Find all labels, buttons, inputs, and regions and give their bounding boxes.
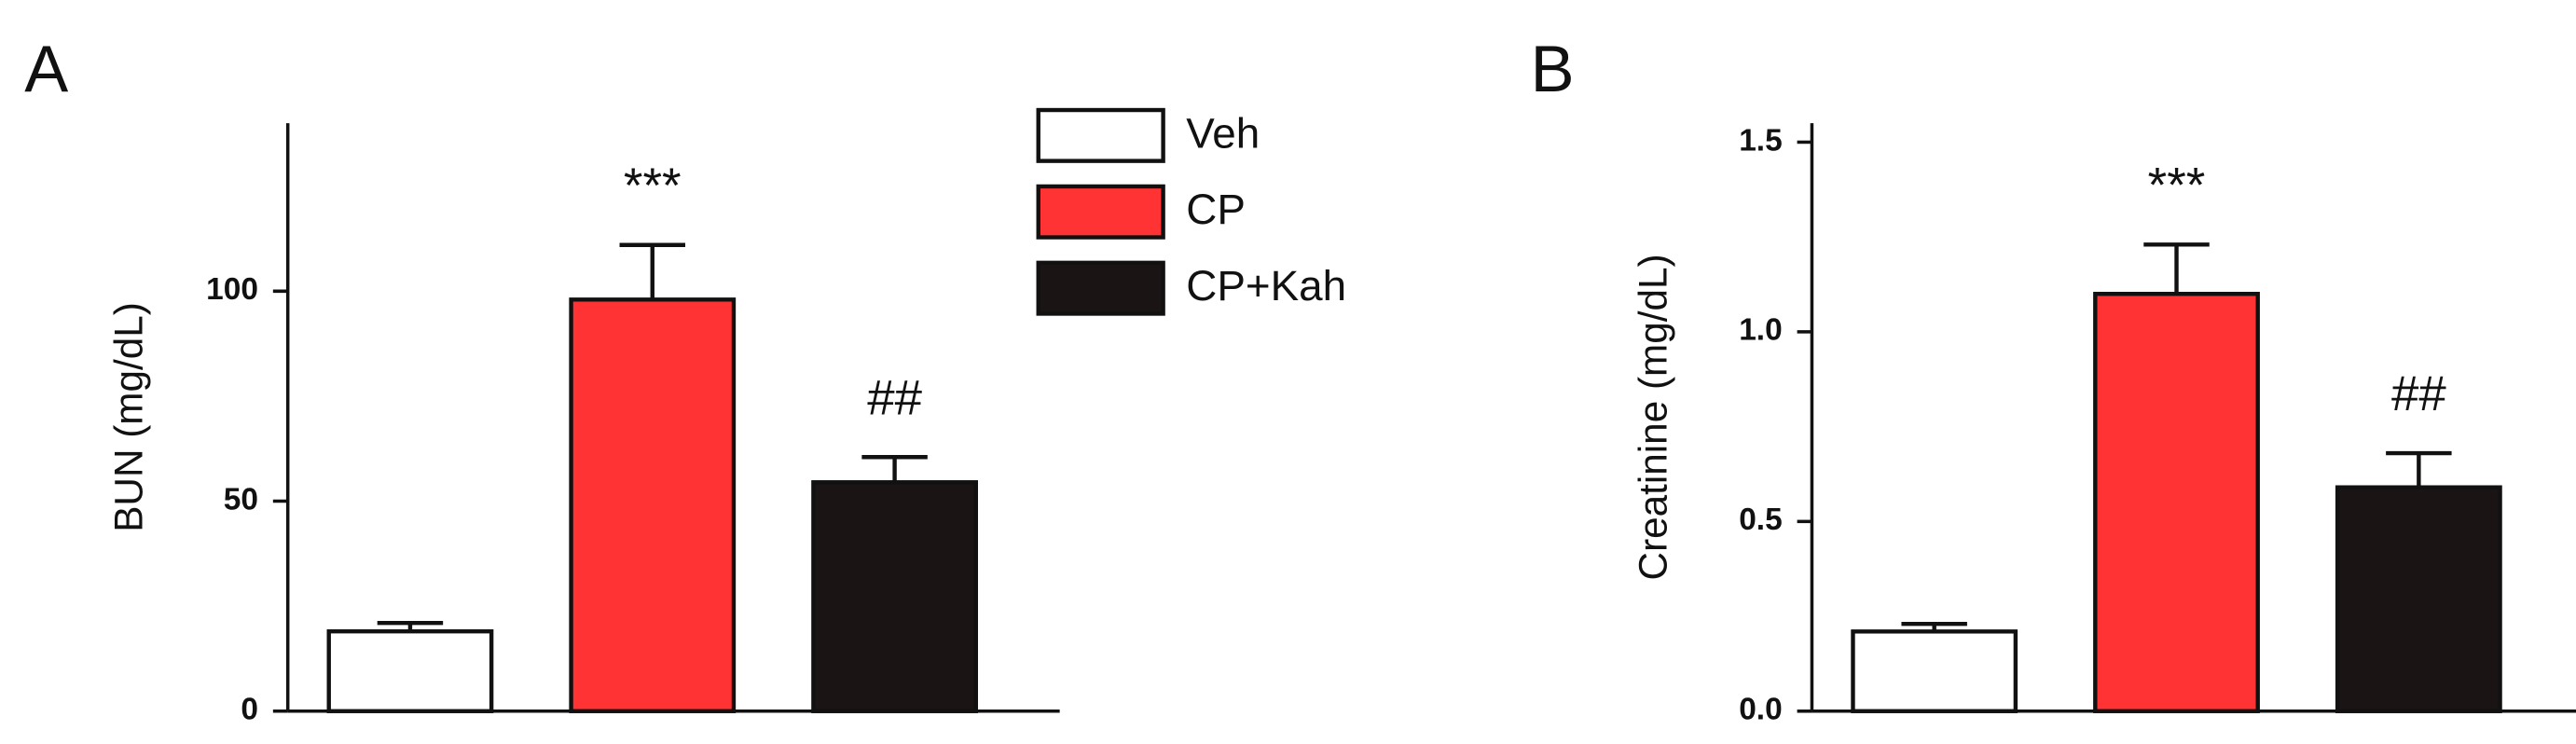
annotation: ## xyxy=(2391,366,2446,421)
y-axis-label: BUN (mg/dL) xyxy=(107,302,151,532)
panel-label: A xyxy=(24,32,68,105)
legend-swatch xyxy=(1036,260,1165,316)
bar xyxy=(326,628,494,713)
y-tick-label: 1.0 xyxy=(1739,313,1783,348)
bar xyxy=(569,297,737,713)
annotation: *** xyxy=(2148,158,2206,213)
y-tick-label: 100 xyxy=(206,272,258,307)
legend-label: Veh xyxy=(1186,109,1260,157)
bar xyxy=(811,480,978,713)
y-tick-label: 50 xyxy=(224,482,258,517)
panel-label: B xyxy=(1531,32,1575,105)
y-axis-label: Creatinine (mg/dL) xyxy=(1631,254,1674,580)
bar xyxy=(2093,292,2260,713)
bar xyxy=(1851,629,2018,713)
y-tick-label: 1.5 xyxy=(1739,123,1783,158)
legend-swatch xyxy=(1036,184,1165,240)
annotation: ## xyxy=(867,370,922,425)
legend-label: CP+Kah xyxy=(1186,262,1346,310)
y-tick-label: 0.0 xyxy=(1739,693,1783,727)
y-tick-label: 0.5 xyxy=(1739,503,1783,537)
legend-swatch xyxy=(1036,107,1165,163)
legend-label: CP xyxy=(1186,186,1246,233)
bar xyxy=(2335,485,2502,713)
y-tick-label: 0 xyxy=(241,693,258,727)
annotation: *** xyxy=(624,158,682,214)
